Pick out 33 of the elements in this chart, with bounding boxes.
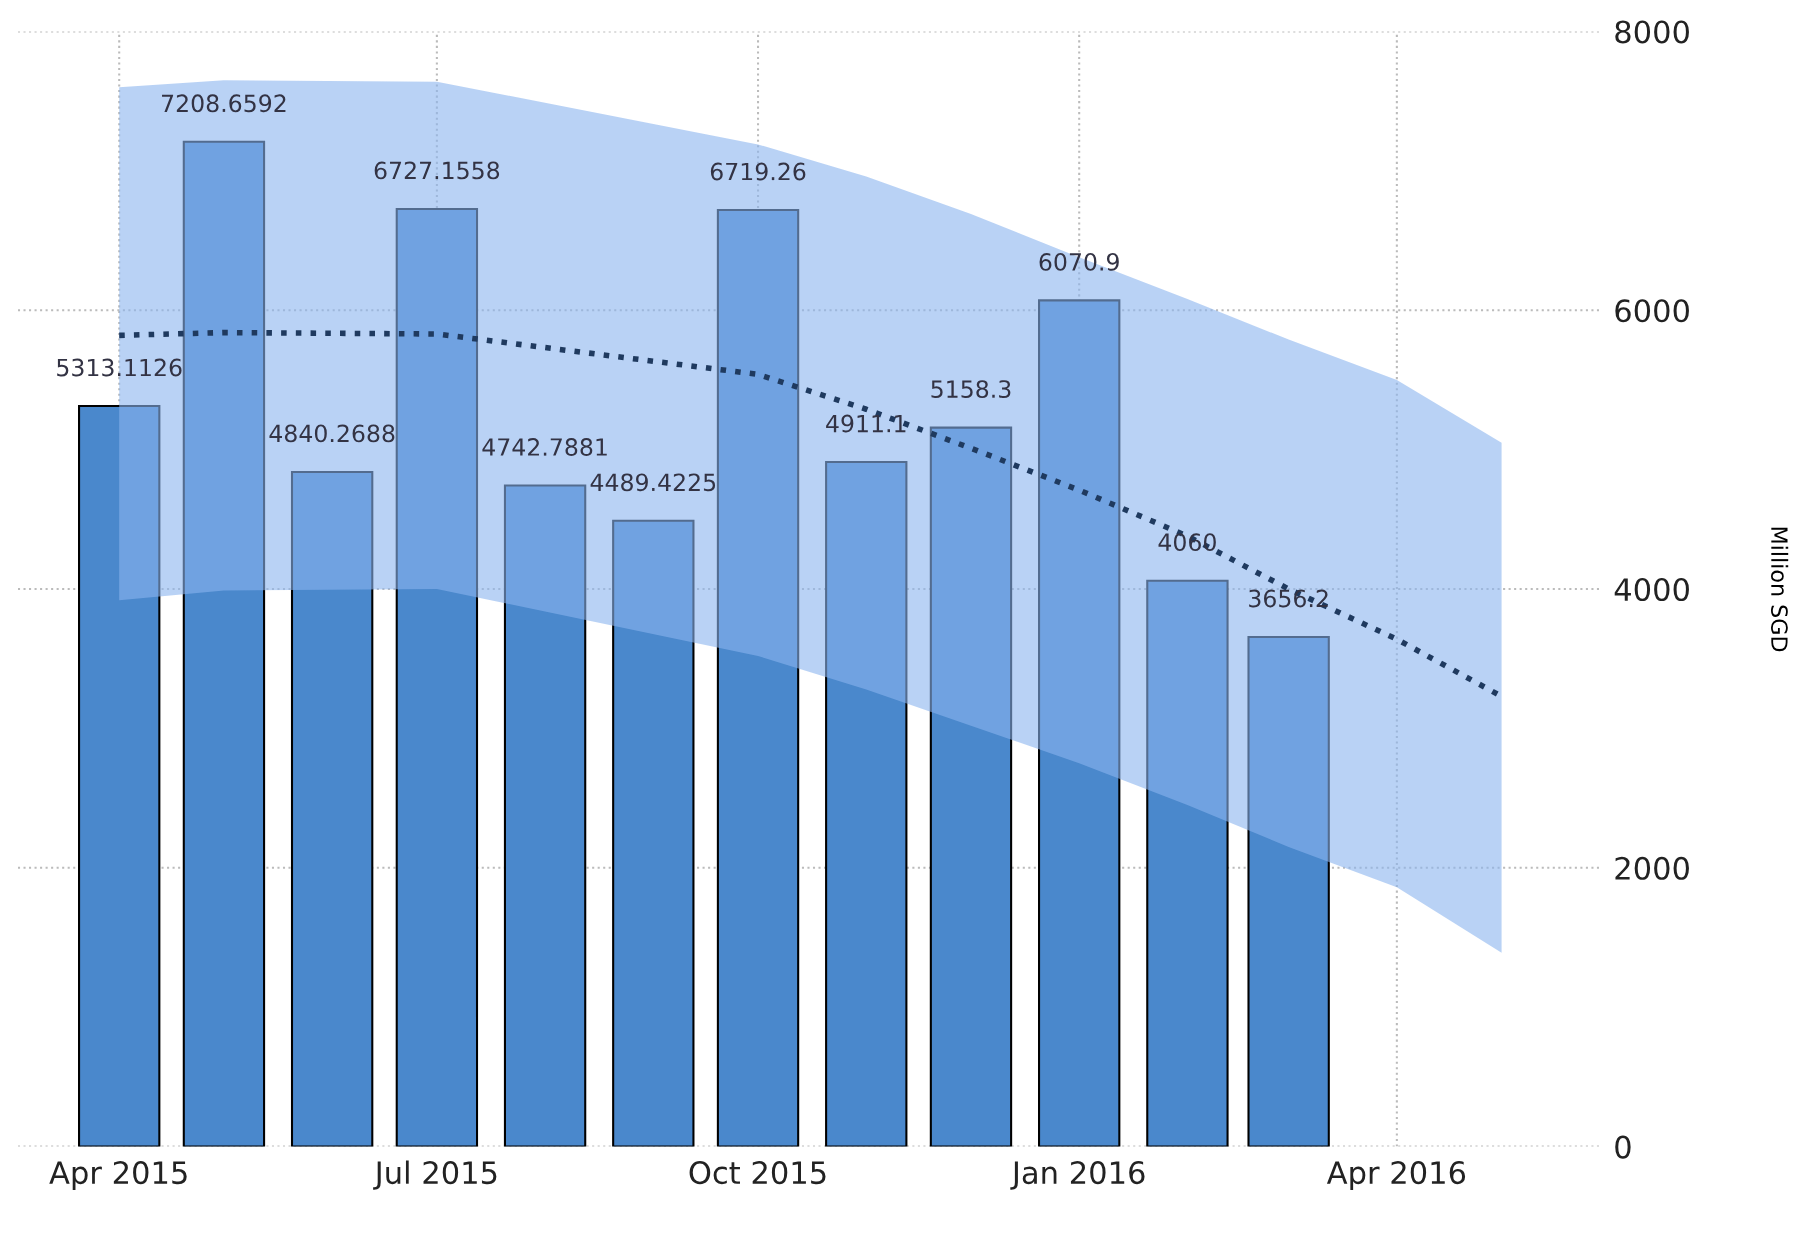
data-label: 7208.6592 xyxy=(162,94,286,113)
data-label: 4840.2688 xyxy=(269,424,395,443)
data-label: 4489.4225 xyxy=(590,473,716,492)
bar xyxy=(182,140,266,1147)
bar xyxy=(503,484,587,1147)
y-tick-label: 6000 xyxy=(1615,299,1689,323)
bar xyxy=(1038,299,1121,1147)
x-tick-label: Apr 2016 xyxy=(1326,1161,1466,1191)
data-label: 6719.26 xyxy=(710,162,806,181)
data-label: 6727.1558 xyxy=(374,161,500,180)
bar xyxy=(1146,579,1229,1147)
x-tick-label: Jul 2015 xyxy=(373,1160,497,1190)
bar xyxy=(78,404,161,1147)
y-tick-label: 0 xyxy=(1615,1135,1631,1159)
data-label: 6070.9 xyxy=(1039,252,1119,271)
x-tick-label: Apr 2015 xyxy=(49,1161,187,1191)
y-axis-title: Million SGD xyxy=(1771,527,1789,652)
y-tick-label: 4000 xyxy=(1614,577,1689,602)
y-tick-label: 8000 xyxy=(1615,20,1689,44)
bar xyxy=(290,470,374,1147)
bar xyxy=(929,426,1013,1147)
bar xyxy=(612,519,695,1147)
bar xyxy=(825,461,908,1147)
x-tick-label: Jan 2016 xyxy=(1010,1161,1145,1190)
bar xyxy=(395,207,479,1147)
bar xyxy=(716,208,800,1147)
bar xyxy=(1247,635,1330,1147)
data-label: 5313.1126 xyxy=(57,358,182,377)
y-tick-label: 2000 xyxy=(1615,856,1689,880)
data-label: 4911.1 xyxy=(826,414,906,433)
data-label: 4742.7881 xyxy=(482,438,607,456)
data-label: 5158.3 xyxy=(931,380,1011,399)
x-tick-label: Oct 2015 xyxy=(689,1161,826,1185)
